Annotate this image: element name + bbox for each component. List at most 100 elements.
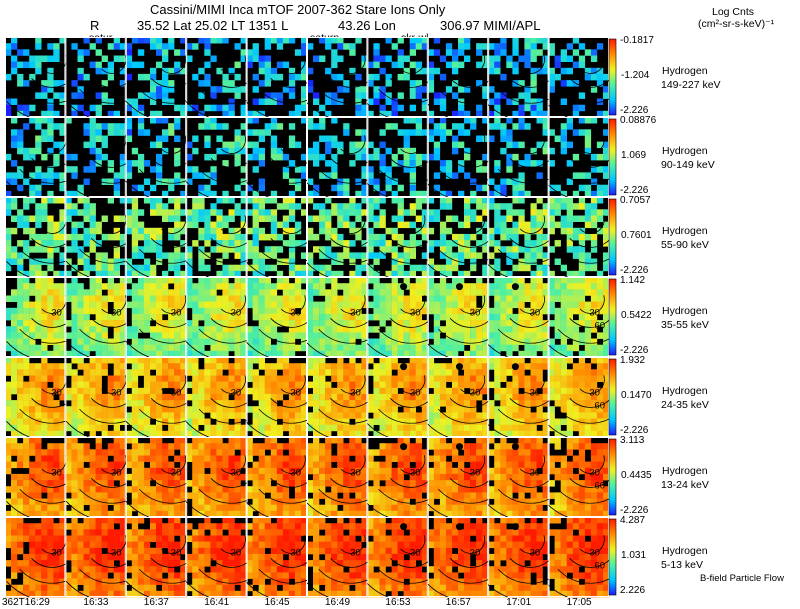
pixel-cell	[584, 400, 592, 407]
pixel-cell	[65, 363, 72, 370]
pixel-cell	[125, 430, 133, 438]
pixel-cell	[427, 424, 435, 432]
pixel-cell	[379, 344, 386, 352]
pixel-cell	[578, 43, 586, 50]
pixel-cell	[228, 375, 235, 382]
pixel-cell	[234, 332, 241, 339]
pixel-cell	[301, 270, 308, 278]
pixel-cell	[391, 344, 398, 352]
pixel-cell	[301, 449, 308, 456]
pixel-cell	[458, 141, 465, 149]
pixel-cell	[107, 98, 114, 105]
pixel-cell	[150, 117, 157, 124]
pixel-cell	[439, 400, 447, 407]
pixel-cell	[476, 80, 483, 87]
pixel-cell	[47, 480, 54, 487]
pixel-cell	[59, 381, 66, 389]
pixel-cell	[536, 49, 543, 56]
pixel-cell	[403, 221, 410, 229]
pixel-cell	[174, 467, 181, 475]
pixel-cell	[23, 227, 30, 235]
pixel-cell	[270, 455, 278, 462]
pixel-cell	[578, 252, 586, 259]
pixel-cell	[566, 55, 573, 62]
pixel-cell	[536, 209, 543, 216]
pixel-cell	[5, 467, 12, 475]
pixel-cell	[168, 424, 175, 432]
pixel-cell	[590, 203, 598, 210]
pixel-cell	[29, 190, 36, 198]
pixel-cell	[349, 467, 356, 475]
pixel-cell	[361, 412, 368, 419]
pixel-cell	[355, 412, 362, 419]
image-panel	[65, 357, 127, 438]
pixel-cell	[458, 338, 465, 345]
pixel-cell	[65, 406, 72, 413]
pixel-cell	[578, 381, 586, 389]
pixel-cell	[89, 203, 96, 210]
pixel-cell	[95, 104, 102, 112]
pixel-cell	[35, 437, 42, 444]
pixel-cell	[470, 264, 477, 272]
pixel-cell	[512, 67, 519, 75]
pixel-cell	[210, 209, 217, 216]
pixel-cell	[566, 369, 573, 376]
pixel-cell	[488, 43, 495, 50]
pixel-cell	[222, 277, 229, 284]
pixel-cell	[542, 326, 549, 333]
pixel-cell	[307, 313, 314, 321]
pixel-cell	[101, 141, 108, 149]
pixel-cell	[270, 412, 278, 419]
pixel-cell	[174, 387, 181, 395]
pixel-cell	[494, 104, 501, 112]
pixel-cell	[210, 123, 217, 130]
pixel-cell	[162, 326, 169, 333]
pixel-cell	[590, 209, 598, 216]
pixel-cell	[403, 209, 410, 216]
pixel-cell	[216, 504, 223, 512]
pixel-cell	[35, 492, 42, 499]
pixel-cell	[210, 55, 217, 62]
pixel-cell	[252, 406, 259, 413]
pixel-cell	[156, 326, 163, 333]
pixel-cell	[186, 393, 193, 401]
pixel-cell	[113, 129, 120, 136]
pixel-cell	[385, 387, 392, 395]
pixel-cell	[11, 258, 18, 265]
pixel-cell	[584, 307, 592, 315]
pixel-cell	[337, 400, 344, 407]
pixel-cell	[95, 492, 102, 499]
pixel-cell	[198, 338, 205, 345]
pixel-cell	[367, 270, 374, 278]
pixel-cell	[264, 313, 271, 321]
pixel-cell	[603, 233, 610, 241]
pixel-cell	[270, 283, 278, 290]
pixel-cell	[180, 412, 187, 419]
pixel-cell	[578, 264, 586, 272]
pixel-cell	[494, 320, 501, 327]
pixel-cell	[276, 283, 284, 290]
pixel-cell	[41, 92, 48, 99]
pixel-cell	[596, 412, 604, 419]
pixel-cell	[258, 461, 265, 469]
pixel-cell	[343, 320, 350, 327]
pixel-cell	[458, 344, 465, 352]
pixel-cell	[29, 504, 36, 512]
pixel-cell	[168, 67, 175, 75]
pixel-cell	[331, 338, 338, 345]
pixel-cell	[325, 406, 332, 413]
pixel-cell	[65, 320, 72, 327]
pixel-cell	[415, 264, 422, 272]
pixel-cell	[11, 418, 18, 425]
pixel-cell	[337, 467, 344, 475]
pixel-cell	[294, 283, 302, 290]
pixel-cell	[119, 437, 127, 444]
pixel-cell	[216, 283, 223, 290]
pixel-cell	[101, 98, 108, 105]
pixel-cell	[234, 43, 241, 50]
pixel-cell	[83, 510, 90, 518]
pixel-cell	[361, 393, 368, 401]
pixel-cell	[373, 363, 380, 370]
pixel-cell	[77, 67, 84, 75]
pixel-cell	[379, 209, 386, 216]
